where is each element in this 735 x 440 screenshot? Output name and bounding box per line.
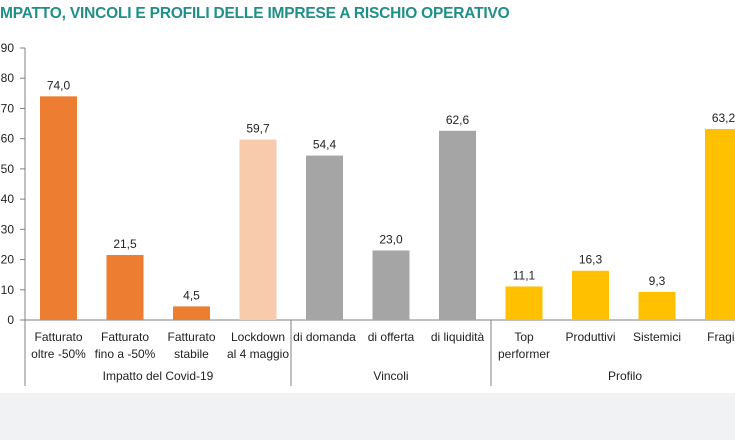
y-tick-label: 70 — [1, 101, 15, 115]
y-tick-label: 30 — [1, 222, 15, 236]
category-label: Sistemici — [633, 330, 681, 344]
category-label: oltre -50% — [31, 347, 86, 361]
bar — [106, 255, 144, 320]
category-label: Fatturato — [101, 330, 149, 344]
category-label: Fatturato — [167, 330, 215, 344]
group-label: Profilo — [608, 369, 642, 383]
data-label: 4,5 — [183, 288, 200, 302]
group-label: Vincoli — [373, 369, 408, 383]
y-tick-label: 10 — [1, 283, 15, 297]
y-tick-label: 50 — [1, 162, 15, 176]
bar-chart: 0 10 20 30 40 50 60 70 80 90 74,0 Fatturato oltre -5… — [1, 41, 735, 386]
y-tick-label: 90 — [1, 41, 15, 55]
category-label: performer — [498, 347, 550, 361]
category-label: di domanda — [293, 330, 356, 344]
category-label: di offerta — [368, 330, 415, 344]
data-label: 9,3 — [649, 274, 666, 288]
category-label: stabile — [174, 347, 209, 361]
data-label: 59,7 — [246, 122, 270, 136]
category-label: fino a -50% — [95, 347, 156, 361]
bar — [705, 128, 735, 320]
bar — [239, 139, 277, 320]
category-label: Fragili — [707, 330, 735, 344]
category-label: Top — [514, 330, 534, 344]
chart-title: MPATTO, VINCOLI E PROFILI DELLE IMPRESE … — [0, 5, 510, 22]
data-label: 16,3 — [579, 253, 603, 267]
y-tick-label: 40 — [1, 192, 15, 206]
category-label: di liquidità — [431, 330, 485, 344]
bar — [572, 270, 609, 320]
y-tick-label: 20 — [1, 253, 15, 267]
bar — [638, 291, 676, 320]
data-label: 62,6 — [446, 113, 470, 127]
bar — [306, 155, 343, 320]
data-label: 74,0 — [47, 78, 71, 92]
data-label: 11,1 — [513, 268, 536, 282]
group-label: Impatto del Covid-19 — [103, 369, 214, 383]
y-tick-label: 80 — [1, 71, 15, 85]
footer-band — [0, 393, 735, 440]
bar — [372, 250, 410, 320]
category-label: Lockdown — [231, 330, 285, 344]
data-label: 54,4 — [313, 138, 337, 152]
data-label: 21,5 — [113, 237, 137, 251]
category-label: Fatturato — [34, 330, 82, 344]
y-tick-label: 60 — [1, 132, 15, 146]
data-label: 63,2 — [712, 111, 735, 125]
bar — [40, 96, 77, 320]
bar — [505, 286, 543, 320]
category-label: al 4 maggio — [227, 347, 289, 361]
category-label: Produttivi — [565, 330, 615, 344]
bar — [173, 306, 210, 320]
y-tick-label: 0 — [7, 313, 14, 327]
bar — [439, 130, 476, 320]
data-label: 23,0 — [379, 232, 403, 246]
